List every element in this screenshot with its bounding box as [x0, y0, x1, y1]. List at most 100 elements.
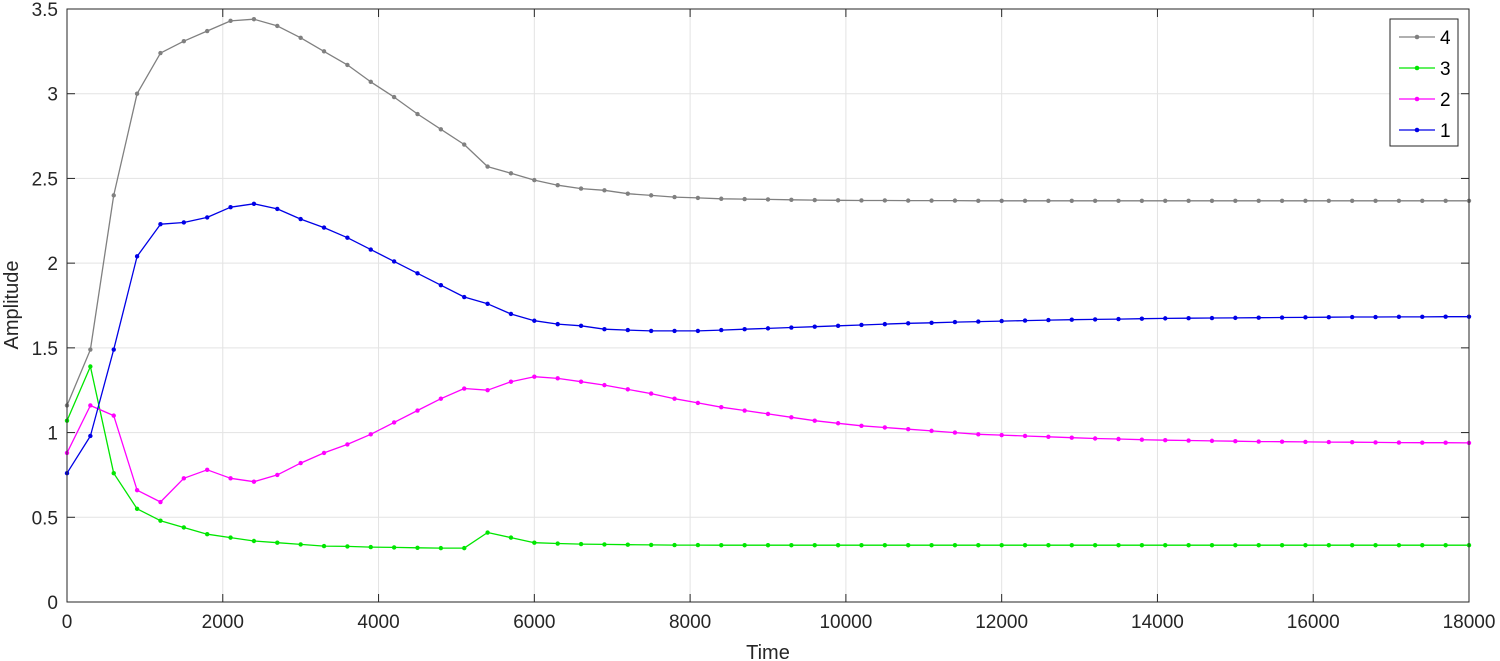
data-point	[1209, 315, 1215, 321]
data-point	[298, 35, 303, 41]
data-point	[1046, 198, 1051, 203]
data-point	[415, 408, 420, 413]
data-point	[415, 271, 420, 276]
data-point	[952, 319, 958, 325]
data-point	[275, 23, 280, 29]
data-point	[1396, 198, 1402, 203]
data-point	[765, 543, 771, 548]
data-point	[835, 421, 841, 426]
data-point	[648, 391, 654, 396]
legend-marker	[1414, 127, 1420, 133]
data-point	[1326, 198, 1332, 203]
data-point	[111, 413, 116, 418]
data-point	[251, 201, 257, 207]
data-point	[976, 432, 981, 437]
data-point	[1186, 543, 1191, 548]
data-point	[1092, 543, 1098, 548]
data-point	[391, 259, 397, 264]
data-point	[1279, 439, 1285, 444]
data-point	[111, 193, 116, 198]
data-point	[789, 197, 794, 202]
data-point	[181, 38, 187, 44]
data-point	[952, 543, 958, 548]
data-point	[976, 198, 981, 203]
data-point	[1163, 198, 1168, 203]
data-point	[228, 18, 233, 24]
data-point	[812, 543, 817, 548]
data-point	[462, 294, 467, 300]
data-point	[648, 328, 654, 334]
x-tick-label: 14000	[1131, 612, 1184, 633]
data-point	[345, 442, 350, 447]
data-point	[508, 379, 514, 384]
data-point	[1092, 198, 1098, 203]
data-point	[1046, 317, 1051, 323]
data-point	[555, 541, 560, 546]
data-point	[88, 364, 93, 369]
data-point	[1443, 314, 1448, 319]
data-point	[368, 247, 373, 252]
data-point	[134, 91, 140, 96]
data-point	[1373, 440, 1378, 445]
data-point	[532, 177, 537, 183]
data-point	[391, 94, 397, 100]
data-point	[859, 423, 864, 428]
data-point	[1303, 198, 1308, 203]
data-point	[1349, 440, 1355, 445]
data-point	[438, 282, 444, 288]
x-axis-label: Time	[746, 642, 790, 661]
data-point	[1022, 318, 1028, 323]
data-point	[672, 328, 677, 334]
data-point	[298, 216, 303, 222]
data-point	[228, 535, 233, 540]
data-point	[111, 471, 116, 476]
data-point	[625, 191, 630, 196]
data-point	[672, 542, 677, 548]
data-point	[835, 198, 841, 203]
x-tick-label: 10000	[819, 612, 872, 633]
data-point	[1233, 439, 1238, 444]
data-point	[1373, 543, 1378, 548]
data-point	[1396, 314, 1402, 320]
data-point	[999, 198, 1004, 203]
data-point	[976, 319, 981, 324]
series-1	[64, 201, 1472, 476]
data-point	[1396, 440, 1402, 445]
data-point	[1139, 316, 1145, 321]
data-point	[578, 323, 584, 329]
data-point	[999, 318, 1004, 324]
data-point	[134, 254, 140, 259]
data-point	[88, 433, 93, 439]
data-point	[999, 432, 1004, 438]
data-point	[929, 428, 934, 434]
data-point	[1256, 315, 1261, 320]
data-point	[1303, 543, 1308, 548]
data-point	[158, 50, 163, 56]
data-point	[462, 142, 467, 147]
data-point	[859, 198, 864, 203]
data-point	[158, 499, 163, 505]
data-point	[765, 326, 771, 331]
data-point	[1046, 543, 1051, 548]
data-point	[812, 324, 817, 329]
data-point	[1349, 198, 1355, 203]
data-point	[765, 197, 771, 202]
plot-frame	[66, 8, 1470, 603]
data-point	[929, 198, 934, 203]
data-point	[1209, 198, 1215, 203]
data-point	[1279, 543, 1285, 548]
data-point	[1092, 317, 1098, 322]
data-point	[835, 543, 841, 548]
data-point	[1022, 433, 1028, 439]
data-point	[555, 183, 560, 188]
data-point	[1420, 543, 1425, 548]
data-point	[1163, 437, 1168, 443]
legend-marker	[1414, 65, 1420, 71]
data-point	[368, 432, 373, 437]
y-axis-ticks: 0 0.5 1 1.5 2 2.5 3 3.5	[32, 0, 1469, 614]
data-point	[251, 479, 257, 484]
data-point	[1303, 439, 1308, 445]
data-point	[602, 327, 607, 332]
x-tick-label: 8000	[669, 612, 711, 633]
data-point	[602, 188, 607, 193]
